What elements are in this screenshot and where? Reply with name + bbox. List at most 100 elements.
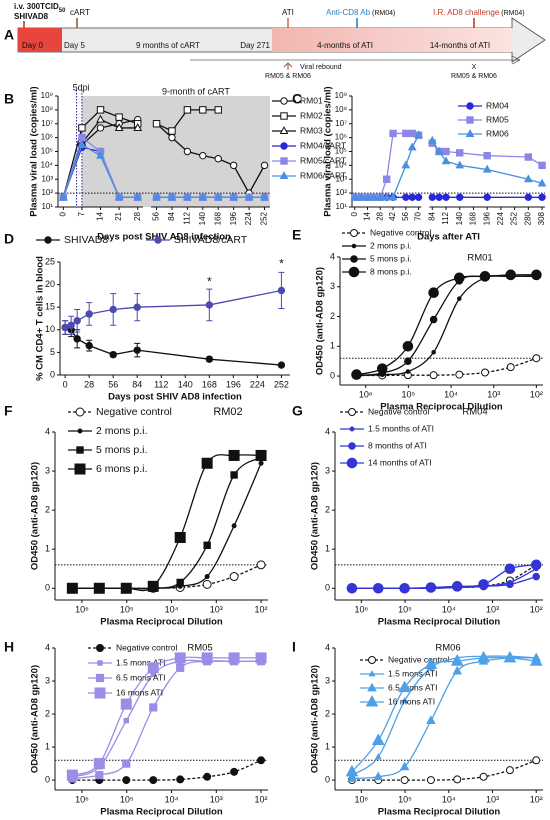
legend-label: 6 mons p.i. [96, 463, 147, 475]
data-point [482, 164, 492, 173]
y-tick-label: 10⁸ [335, 105, 347, 114]
y-axis-title: OD450 (anti-AD8 gp120) [315, 267, 326, 375]
x-tick-label: 196 [482, 211, 491, 225]
chart-title: RM04 [462, 407, 487, 418]
data-point [133, 346, 141, 354]
panel-label: E [292, 227, 301, 243]
period-label: 9 months of cART [136, 41, 200, 50]
legend-label: Negative control [116, 642, 178, 652]
data-point [529, 654, 543, 666]
data-point [451, 581, 463, 592]
data-point [372, 582, 384, 594]
y-tick-label: 10⁶ [335, 133, 347, 142]
x-tick-label: 10⁴ [165, 794, 179, 804]
data-point [78, 133, 86, 142]
y-tick-label: 10¹ [41, 202, 53, 211]
y-tick-label: 10³ [41, 174, 53, 183]
data-point [176, 663, 185, 672]
y-tick-label: 10⁹ [41, 91, 53, 100]
x-tick-label: 224 [250, 379, 265, 389]
data-point [441, 156, 451, 165]
data-point [95, 771, 104, 780]
data-point [149, 703, 158, 712]
x-tick-label: 10⁶ [354, 604, 368, 614]
data-point [424, 657, 438, 670]
legend-label: RM01 [300, 95, 323, 105]
x-tick-label: 21 [114, 211, 123, 220]
data-point [414, 193, 423, 202]
legend-label: Negative control [368, 406, 430, 416]
y-tick-label: 10⁵ [335, 147, 347, 156]
y-tick-label: 3 [330, 281, 335, 291]
data-point [244, 192, 254, 201]
y-tick-label: 25 [45, 256, 55, 266]
data-point [405, 369, 411, 374]
data-point [404, 357, 412, 365]
y-tick-label: 10² [335, 188, 347, 197]
data-point [133, 303, 141, 311]
legend-label: 1.5 mons ATI [116, 657, 165, 667]
series-line [64, 326, 282, 366]
x-tick-label: 112 [441, 211, 450, 224]
data-point [147, 580, 159, 592]
data-point [532, 354, 541, 363]
x-tick-label: 10³ [210, 604, 223, 614]
data-point [176, 578, 184, 587]
y-tick-label: 10⁴ [41, 160, 54, 169]
rebound-label: Viral rebound [300, 64, 342, 71]
data-point [373, 771, 384, 781]
legend-marker [279, 126, 289, 135]
data-point [204, 574, 210, 580]
data-point [203, 541, 211, 550]
x-tick-label: 168 [202, 379, 217, 389]
x-tick-label: 252 [510, 211, 519, 225]
data-point [382, 192, 392, 201]
data-point [506, 363, 515, 372]
y-tick-label: 0 [330, 370, 335, 380]
x-tick-label: 10² [530, 604, 543, 614]
data-point [205, 301, 214, 309]
y-tick-label: 2 [45, 708, 50, 718]
data-point [198, 192, 208, 201]
legend-marker [77, 428, 83, 434]
legend-label: Negative control [96, 406, 172, 418]
data-point [530, 559, 542, 571]
data-point [435, 193, 443, 202]
data-point [429, 315, 438, 324]
data-point [382, 175, 391, 183]
legend-marker [280, 142, 288, 150]
period-label: 4-months of ATI [317, 41, 373, 50]
y-tick-label: 10⁴ [335, 160, 348, 169]
inoculation: i.v. 300TCID [14, 2, 59, 11]
y-axis-title: % CM CD4+ T cells in blood [35, 256, 46, 381]
data-point [67, 321, 75, 329]
data-point [455, 160, 465, 169]
x-tick-label: 10² [530, 794, 543, 804]
x-tick-label: 10⁶ [75, 604, 89, 614]
data-point [123, 717, 129, 724]
y-tick-label: 10 [45, 324, 55, 334]
panel-label: B [4, 91, 14, 107]
x-tick-label: 10² [530, 389, 543, 399]
day-label: Day 0 [22, 41, 43, 50]
y-tick-label: 0 [50, 369, 55, 379]
data-point [483, 193, 491, 202]
data-point [122, 759, 131, 768]
y-tick-label: 4 [45, 642, 50, 652]
legend-label: 5 mons p.i. [96, 444, 147, 456]
data-point [401, 696, 409, 704]
chart-title: RM02 [213, 406, 242, 418]
data-point [183, 106, 192, 114]
x-tick-label: 10⁴ [442, 604, 456, 614]
data-point [538, 193, 546, 202]
legend-marker [280, 112, 288, 120]
anti-cd8-label: Anti-CD8 Ab (RM04) [326, 8, 395, 17]
y-axis-title: OD450 (anti-AD8 gp120) [30, 462, 41, 570]
panel-label: F [4, 403, 13, 419]
data-point [78, 124, 86, 132]
ati-period [272, 28, 512, 52]
data-point [524, 153, 533, 161]
x-tick-label: 10³ [486, 604, 499, 614]
x-tick-label: 140 [178, 379, 193, 389]
